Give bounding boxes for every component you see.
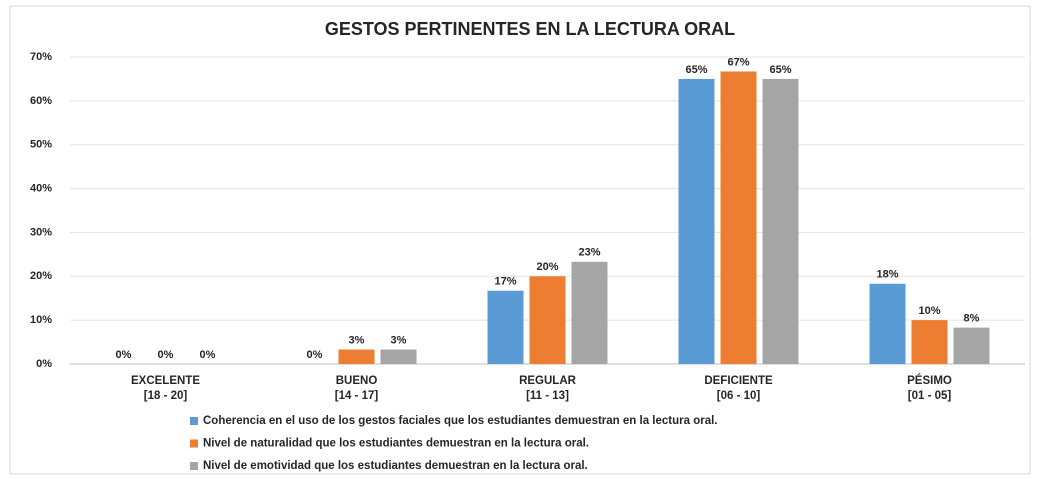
- legend-swatch: [190, 439, 198, 448]
- y-tick-label: 70%: [30, 51, 52, 63]
- y-tick-label: 10%: [30, 314, 52, 326]
- chart-title: GESTOS PERTINENTES EN LA LECTURA ORAL: [325, 19, 735, 39]
- bar: [338, 349, 375, 364]
- legend-label: Nivel de emotividad que los estudiantes …: [203, 460, 588, 472]
- value-label: 67%: [727, 56, 749, 68]
- value-label: 18%: [876, 269, 898, 281]
- value-label: 0%: [200, 349, 216, 361]
- bar: [953, 327, 990, 364]
- x-tick-label: [06 - 10]: [717, 390, 761, 402]
- bar: [529, 276, 566, 364]
- value-label: 0%: [116, 349, 132, 361]
- x-tick-label: [18 - 20]: [144, 390, 188, 402]
- x-tick-label: BUENO: [336, 375, 378, 387]
- x-tick-label: DEFICIENTE: [704, 375, 773, 387]
- value-label: 23%: [578, 247, 600, 259]
- value-label: 0%: [158, 349, 174, 361]
- legend-label: Nivel de naturalidad que los estudiantes…: [203, 438, 589, 450]
- y-tick-label: 60%: [30, 95, 52, 107]
- legend-swatch: [190, 462, 198, 470]
- value-label: 65%: [769, 64, 791, 76]
- value-label: 3%: [391, 334, 407, 346]
- legend-swatch: [190, 417, 198, 425]
- bar: [869, 283, 906, 364]
- y-tick-label: 50%: [30, 139, 52, 151]
- bar: [762, 78, 799, 364]
- bar: [720, 71, 757, 365]
- bar: [487, 290, 524, 364]
- bar: [571, 261, 608, 364]
- bar: [911, 320, 948, 364]
- bar: [678, 78, 715, 364]
- x-tick-label: REGULAR: [519, 375, 577, 387]
- x-tick-label: EXCELENTE: [131, 375, 200, 387]
- value-label: 20%: [536, 261, 558, 273]
- y-tick-label: 40%: [30, 182, 52, 194]
- x-tick-label: [14 - 17]: [335, 390, 379, 402]
- value-label: 65%: [685, 64, 707, 76]
- x-tick-label: [01 - 05]: [908, 390, 952, 402]
- value-label: 0%: [307, 349, 323, 361]
- bar: [380, 349, 417, 364]
- y-tick-label: 30%: [30, 226, 52, 238]
- y-tick-label: 20%: [30, 270, 52, 282]
- chart-border: [9, 5, 1031, 475]
- x-tick-label: PÉSIMO: [907, 374, 952, 387]
- y-tick-label: 0%: [36, 358, 52, 370]
- value-label: 8%: [964, 313, 980, 325]
- value-label: 3%: [349, 334, 365, 346]
- value-label: 10%: [918, 305, 940, 317]
- legend-label: Coherencia en el uso de los gestos facia…: [203, 415, 717, 427]
- x-tick-label: [11 - 13]: [526, 390, 569, 402]
- value-label: 17%: [494, 276, 516, 288]
